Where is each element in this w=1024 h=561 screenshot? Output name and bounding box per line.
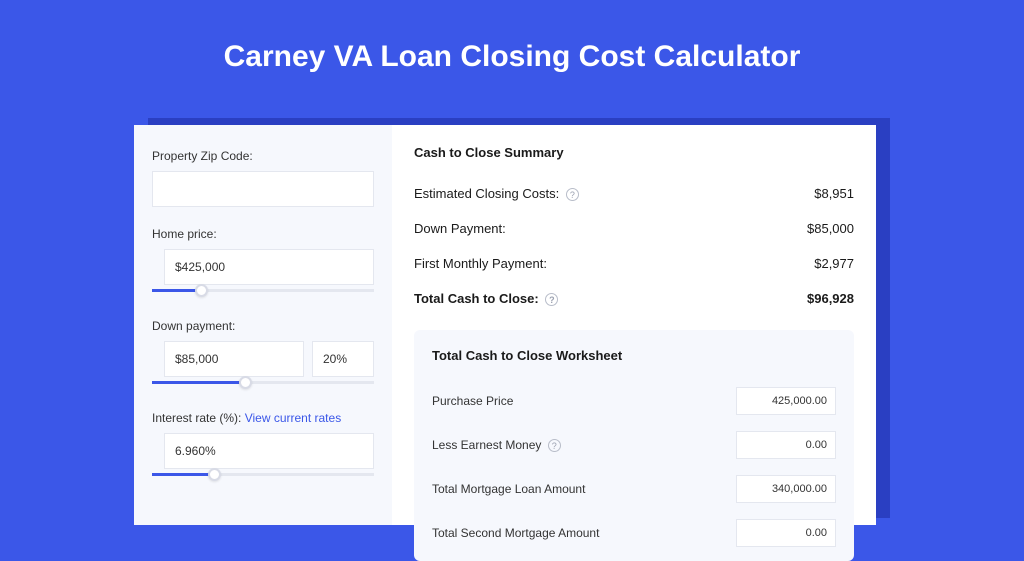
down-payment-label: Down payment:: [152, 319, 374, 333]
slider-fill: [152, 473, 214, 476]
worksheet-row: Total Second Mortgage Amount: [432, 511, 836, 555]
help-icon[interactable]: ?: [566, 188, 579, 201]
worksheet-row-label: Total Mortgage Loan Amount: [432, 482, 585, 496]
down-payment-pct-input[interactable]: [312, 341, 374, 377]
summary-row-value: $8,951: [814, 186, 854, 201]
worksheet-value-input[interactable]: [736, 431, 836, 459]
summary-title: Cash to Close Summary: [414, 145, 854, 160]
results-panel: Cash to Close Summary Estimated Closing …: [392, 125, 876, 525]
summary-row: Total Cash to Close: ? $96,928: [414, 281, 854, 316]
help-icon[interactable]: ?: [545, 293, 558, 306]
zip-input[interactable]: [152, 171, 374, 207]
worksheet-value-input[interactable]: [736, 519, 836, 547]
slider-fill: [152, 381, 245, 384]
interest-rate-slider[interactable]: [152, 473, 374, 483]
worksheet-rows: Purchase Price Less Earnest Money ? Total …: [432, 379, 836, 555]
slider-thumb[interactable]: [195, 284, 208, 297]
worksheet-title: Total Cash to Close Worksheet: [432, 348, 836, 363]
calculator-card: Property Zip Code: Home price: Down paym…: [134, 125, 876, 525]
interest-rate-input[interactable]: [164, 433, 374, 469]
worksheet-value-input[interactable]: [736, 387, 836, 415]
slider-fill: [152, 289, 201, 292]
home-price-slider[interactable]: [152, 289, 374, 299]
page-title: Carney VA Loan Closing Cost Calculator: [0, 0, 1024, 104]
summary-row: Estimated Closing Costs: ? $8,951: [414, 176, 854, 211]
down-payment-input[interactable]: [164, 341, 304, 377]
interest-rate-label: Interest rate (%): View current rates: [152, 411, 374, 425]
slider-thumb[interactable]: [208, 468, 221, 481]
help-icon[interactable]: ?: [548, 439, 561, 452]
worksheet-row: Less Earnest Money ?: [432, 423, 836, 467]
zip-field: Property Zip Code:: [152, 149, 374, 207]
down-payment-field: Down payment:: [152, 319, 374, 391]
summary-rows: Estimated Closing Costs: ? $8,951 Down Pay…: [414, 176, 854, 316]
summary-row-value: $2,977: [814, 256, 854, 271]
home-price-label: Home price:: [152, 227, 374, 241]
interest-rate-field: Interest rate (%): View current rates: [152, 411, 374, 483]
worksheet-row: Total Mortgage Loan Amount: [432, 467, 836, 511]
worksheet-row-label: Less Earnest Money ?: [432, 438, 561, 452]
summary-row-label: Estimated Closing Costs: ?: [414, 186, 579, 201]
summary-row: First Monthly Payment: $2,977: [414, 246, 854, 281]
form-panel: Property Zip Code: Home price: Down paym…: [134, 125, 392, 525]
interest-label-text: Interest rate (%):: [152, 411, 245, 425]
home-price-field: Home price:: [152, 227, 374, 299]
home-price-input[interactable]: [164, 249, 374, 285]
zip-label: Property Zip Code:: [152, 149, 374, 163]
worksheet-value-input[interactable]: [736, 475, 836, 503]
slider-thumb[interactable]: [239, 376, 252, 389]
down-payment-slider[interactable]: [152, 381, 374, 391]
summary-row-value: $85,000: [807, 221, 854, 236]
worksheet-row: Purchase Price: [432, 379, 836, 423]
summary-row-value: $96,928: [807, 291, 854, 306]
worksheet-row-label: Purchase Price: [432, 394, 513, 408]
summary-row: Down Payment: $85,000: [414, 211, 854, 246]
view-rates-link[interactable]: View current rates: [245, 411, 342, 425]
summary-row-label: Down Payment:: [414, 221, 506, 236]
summary-row-label: First Monthly Payment:: [414, 256, 547, 271]
summary-row-label: Total Cash to Close: ?: [414, 291, 558, 306]
worksheet-row-label: Total Second Mortgage Amount: [432, 526, 599, 540]
worksheet-panel: Total Cash to Close Worksheet Purchase P…: [414, 330, 854, 561]
